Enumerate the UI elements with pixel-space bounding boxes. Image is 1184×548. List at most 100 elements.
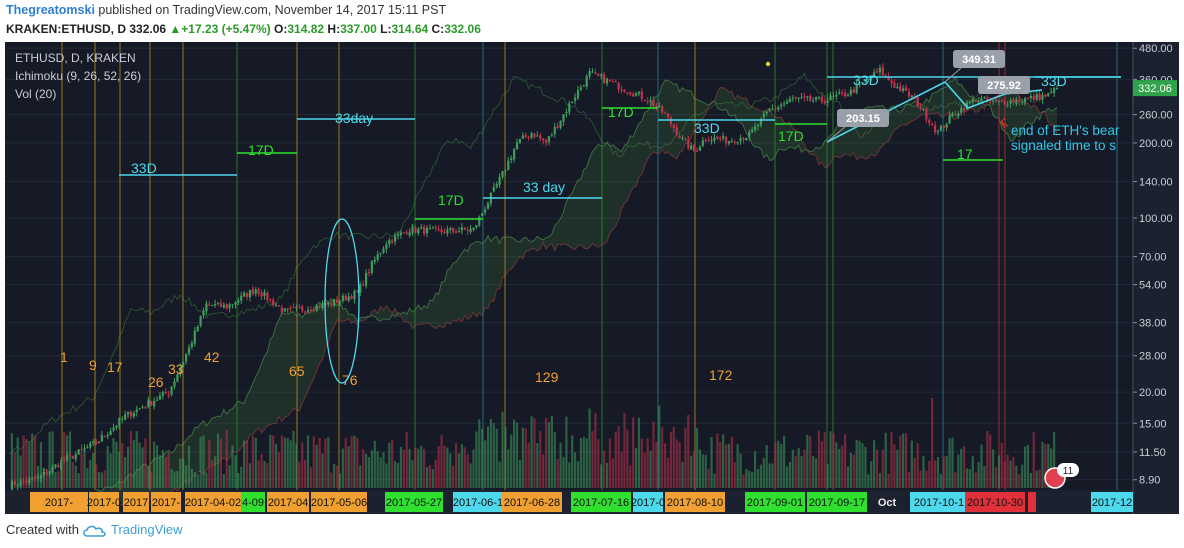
candle-body (118, 418, 121, 427)
volume-bar (28, 441, 31, 488)
volume-bar (283, 437, 286, 488)
volume-bar (1047, 443, 1050, 488)
volume-bar (748, 470, 751, 488)
date-label: 2017-09-17 (809, 497, 865, 509)
candle-body (573, 97, 577, 101)
candle-body (283, 308, 286, 312)
candle-body (277, 305, 281, 307)
candle-body (701, 140, 704, 146)
volume-bar (629, 465, 632, 488)
volume-bar (977, 462, 980, 488)
volume-bar (414, 447, 417, 488)
candle-body (327, 302, 330, 305)
candle-body (626, 92, 629, 94)
candle-body (208, 304, 211, 306)
volume-bar (823, 432, 826, 488)
volume-bar (138, 442, 141, 488)
tradingview-link[interactable]: TradingView (110, 522, 183, 537)
candle-body (817, 97, 821, 99)
candle-body (597, 73, 600, 76)
candle-body (800, 96, 803, 98)
candle-body (974, 100, 977, 102)
candle-body (951, 113, 954, 116)
volume-bar (94, 464, 98, 488)
volume-bar (115, 441, 118, 488)
candle-body (1000, 100, 1003, 102)
publish-line: Thegreatomski published on TradingView.c… (6, 3, 446, 17)
volume-bar (489, 418, 493, 488)
volume-bar (553, 432, 556, 488)
candle-body (992, 100, 995, 102)
volume-bar (960, 448, 963, 488)
volume-bar (884, 432, 887, 488)
candle-body (86, 447, 89, 449)
volume-bar (176, 470, 179, 488)
volume-bar (492, 423, 495, 488)
candle-body (980, 98, 983, 102)
candle-body (475, 225, 478, 228)
author-link[interactable]: Thegreatomski (6, 3, 95, 17)
candle-body (823, 101, 826, 104)
volume-bar (1035, 470, 1038, 488)
volume-bar (904, 433, 908, 488)
volume-bar (1052, 432, 1056, 488)
candle-body (245, 293, 249, 298)
candle-body (620, 89, 623, 91)
candle-body (858, 83, 861, 85)
candle-body (809, 95, 812, 101)
candle-body (571, 101, 574, 103)
candle-body (193, 330, 196, 344)
candle-body (890, 80, 893, 84)
volume-bar (214, 456, 217, 488)
candle-body (341, 295, 344, 301)
price-chart[interactable]: 33D 17D 33day 17D 33 day 17D 33D 17D 33D 33D 17 1 9… (5, 42, 1179, 514)
volume-bar (600, 464, 603, 488)
candle-body (1023, 98, 1027, 103)
volume-bar (919, 470, 922, 488)
last-price: 332.06 (129, 22, 167, 36)
candle-body (777, 106, 780, 110)
candle-body (797, 97, 800, 99)
volume-bar (835, 442, 838, 488)
volume-bar (809, 436, 812, 488)
volume-bar (315, 444, 318, 488)
candle-body (63, 459, 66, 461)
volume-bar (147, 466, 150, 488)
date-label: 2017-08-10 (667, 497, 723, 509)
candle-body (205, 303, 208, 312)
volume-bar (280, 435, 283, 488)
volume-bar (379, 457, 382, 488)
price-tick-label: 54.00 (1139, 280, 1167, 292)
candle-body (629, 92, 632, 95)
volume-bar (513, 419, 516, 488)
candle-body (1006, 104, 1009, 106)
date-label: 2017-0 (631, 497, 665, 509)
volume-bar (161, 449, 164, 488)
candle-body (605, 78, 609, 84)
date-label-box (1091, 492, 1133, 512)
candle-body (875, 71, 879, 73)
volume-bar (724, 444, 728, 488)
date-label-box (89, 492, 119, 512)
candle-body (925, 108, 928, 120)
candle-body (402, 232, 405, 234)
candle-body (274, 305, 278, 307)
candle-body (16, 485, 19, 487)
candle-body (306, 309, 310, 312)
candle-body (826, 100, 829, 103)
price-tick-label: 140.00 (1139, 177, 1173, 189)
volume-bar (777, 440, 780, 488)
candle-body (362, 284, 365, 286)
volume-bar (211, 460, 214, 488)
volume-bar (783, 435, 786, 488)
candle-body (841, 92, 844, 94)
volume-bar (245, 440, 249, 488)
volume-bar (666, 458, 670, 488)
candle-body (774, 108, 777, 110)
volume-bar (251, 435, 254, 488)
volume-bar (669, 431, 672, 488)
volume-bar (687, 415, 690, 488)
volume-bar (716, 433, 719, 488)
candle-body (719, 137, 722, 140)
